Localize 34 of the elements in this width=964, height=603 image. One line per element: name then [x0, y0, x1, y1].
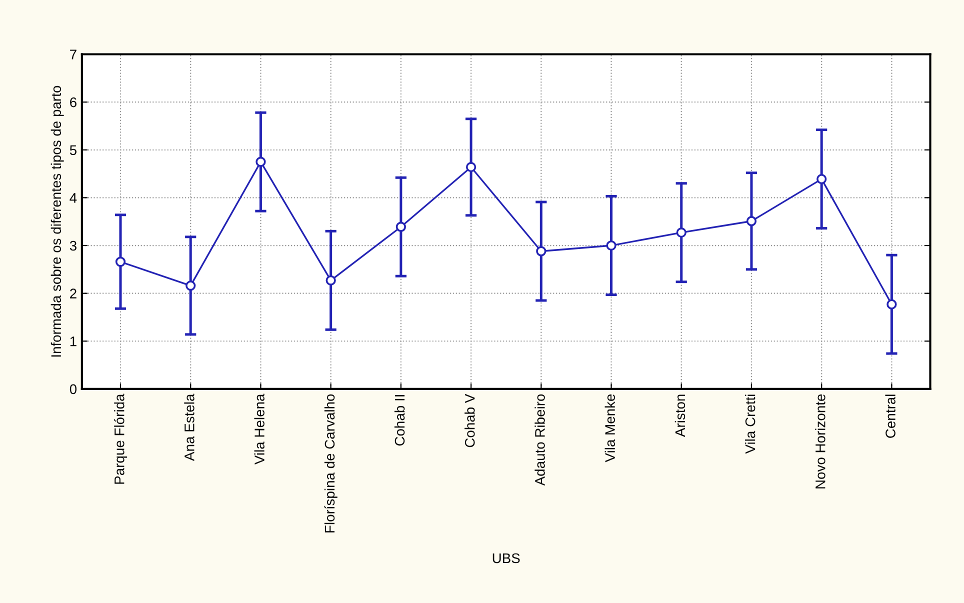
- x-tick-label: Vila Cretti: [745, 394, 756, 454]
- point: [396, 222, 406, 232]
- point: [816, 174, 827, 184]
- x-tick-label: Central: [885, 394, 896, 438]
- y-tick-label: 5: [70, 145, 76, 156]
- y-tick-label: 7: [70, 50, 76, 60]
- x-tick-label: Ana Estela: [184, 394, 194, 461]
- x-tick-label: Adauto Ribeiro: [534, 394, 545, 486]
- point: [536, 246, 546, 256]
- x-tick-label: Vila Helena: [254, 394, 264, 465]
- point: [115, 256, 126, 267]
- x-tick-label: Cohab II: [394, 395, 405, 446]
- x-tick-label: Cohab V: [464, 394, 475, 448]
- x-tick-label: Novo Horizonte: [815, 394, 826, 488]
- point: [886, 299, 897, 310]
- y-tick-label: 2: [70, 288, 76, 298]
- y-tick-label: 1: [70, 336, 76, 346]
- x-axis-title: UBS: [492, 553, 520, 564]
- y-tick-label: 4: [70, 193, 77, 203]
- y-tick-label: 0: [70, 384, 77, 394]
- y-tick-label: 3: [70, 240, 76, 251]
- point: [676, 228, 686, 238]
- y-axis-title: Informada sobre os diferentes tipos de parto: [50, 86, 64, 357]
- point: [466, 162, 476, 172]
- x-tick-label: Vila Menke: [604, 394, 615, 462]
- point: [186, 280, 196, 291]
- x-tick-label: Floríspina de Carvalho: [324, 394, 338, 532]
- y-tick-label: 6: [70, 97, 76, 108]
- x-tick-label: Ariston: [674, 394, 686, 437]
- point: [326, 275, 336, 286]
- x-tick-label: Parque Flórida: [114, 394, 128, 484]
- point: [606, 240, 616, 251]
- point: [746, 216, 757, 226]
- point: [256, 156, 266, 167]
